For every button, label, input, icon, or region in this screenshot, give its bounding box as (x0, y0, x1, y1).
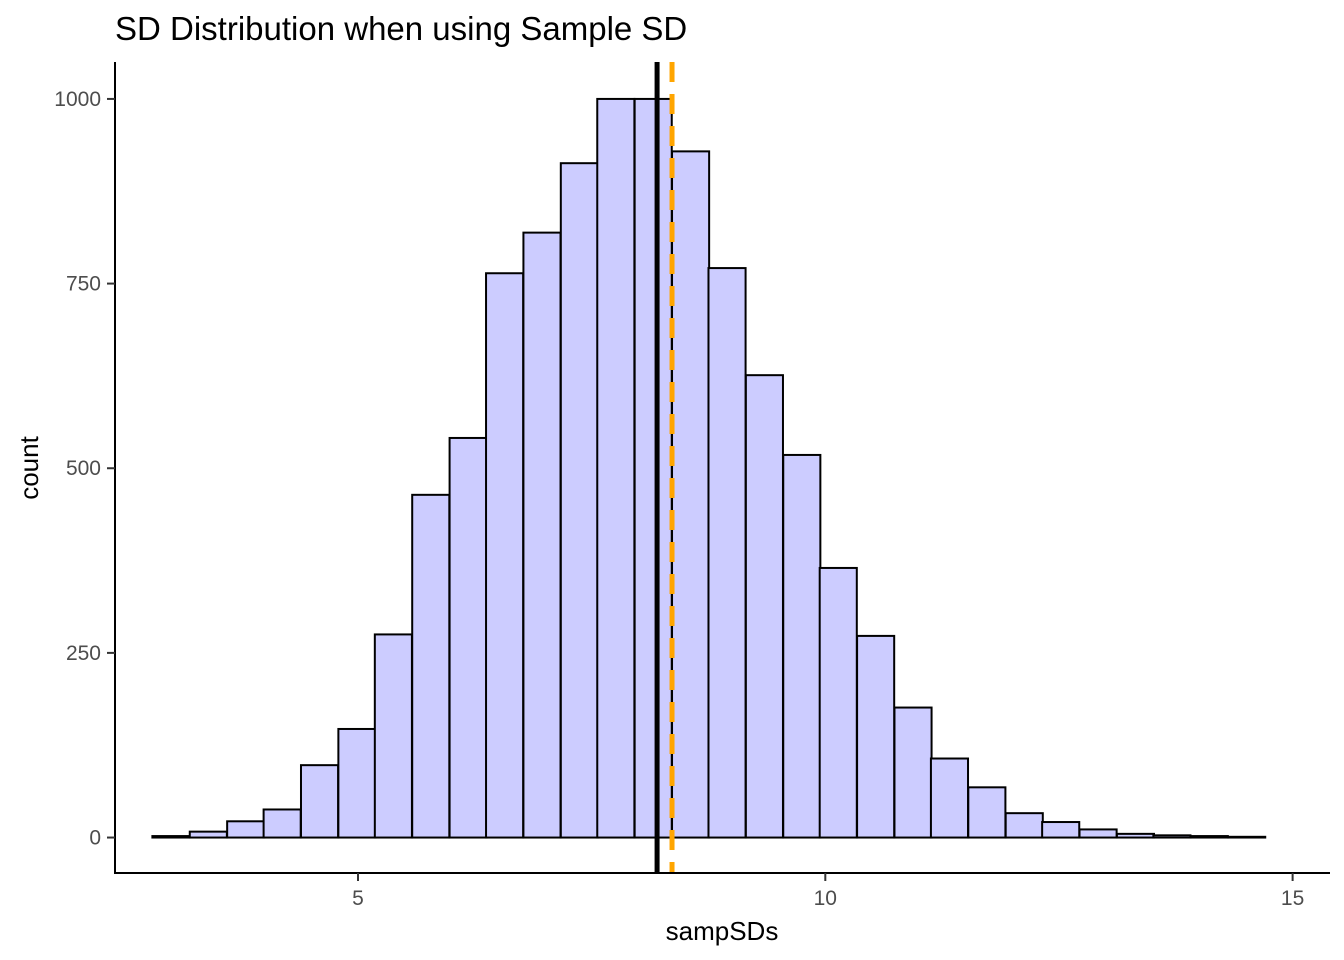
histogram-bar (1227, 835, 1267, 839)
histogram-bar (1152, 834, 1192, 839)
histogram-bar (1115, 832, 1156, 839)
histogram-bar (596, 97, 636, 839)
y-tick-label: 750 (66, 273, 101, 296)
histogram-bar (522, 231, 562, 839)
histogram-bar (226, 820, 266, 839)
histogram-bar (373, 633, 413, 839)
histogram-bar (1041, 821, 1081, 839)
y-axis-title: count (14, 435, 44, 499)
histogram-bar (299, 764, 340, 839)
chart-title: SD Distribution when using Sample SD (115, 10, 687, 47)
bars-group (151, 97, 1267, 839)
histogram-bar (337, 727, 377, 839)
histogram-bar (633, 97, 673, 839)
histogram-bar (559, 162, 599, 839)
histogram-bar (818, 566, 858, 839)
histogram-bar (411, 493, 451, 839)
histogram-bar (485, 272, 525, 839)
y-tick-label: 1000 (54, 88, 101, 111)
histogram-bar (1078, 828, 1118, 839)
histogram-bar (188, 830, 228, 839)
x-axis-title: sampSDs (666, 916, 779, 946)
reference-lines-group (654, 62, 675, 873)
histogram-bar (448, 436, 488, 839)
histogram-bar (929, 757, 970, 839)
y-ticks-group: 0 250 500 750 1000 (54, 88, 115, 850)
x-tick-label: 5 (352, 887, 364, 910)
histogram-bar (1004, 812, 1044, 839)
histogram-bar (151, 835, 191, 839)
histogram-bar (707, 267, 747, 839)
histogram-bar (893, 706, 933, 839)
histogram-bar (671, 150, 711, 839)
histogram-bar (744, 374, 784, 839)
y-tick-label: 250 (66, 642, 101, 665)
histogram-bar (782, 453, 822, 839)
x-tick-label: 15 (1281, 887, 1304, 910)
histogram-bar (967, 786, 1007, 839)
x-tick-label: 10 (814, 887, 837, 910)
histogram-bar (856, 634, 896, 839)
y-tick-label: 0 (89, 827, 101, 850)
y-tick-label: 500 (66, 457, 101, 480)
histogram-bar (1189, 835, 1229, 839)
x-ticks-group: 5 10 15 (352, 873, 1304, 910)
histogram-bar (262, 808, 302, 839)
